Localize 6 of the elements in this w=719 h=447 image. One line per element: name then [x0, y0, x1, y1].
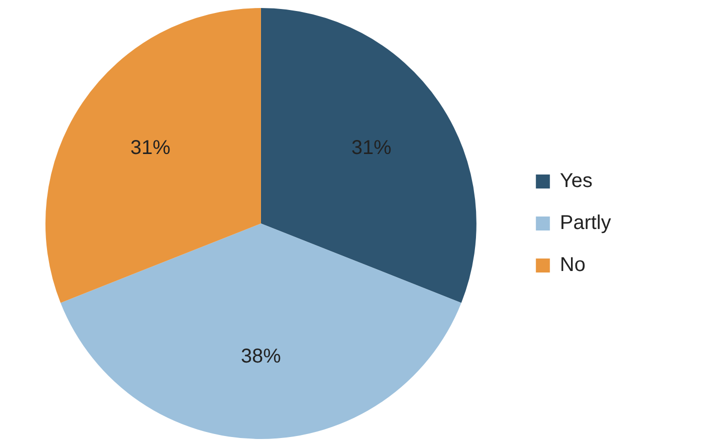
data-label: 31%	[351, 136, 392, 159]
legend-label: Partly	[560, 212, 611, 234]
legend-label: No	[560, 254, 586, 276]
data-label: 31%	[130, 136, 171, 159]
data-label: 38%	[240, 346, 282, 368]
legend-label: Yes	[560, 170, 593, 192]
